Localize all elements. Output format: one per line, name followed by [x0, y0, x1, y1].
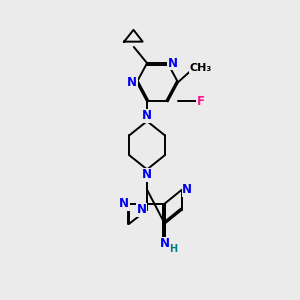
Text: N: N [142, 168, 152, 181]
Text: N: N [137, 203, 147, 216]
Text: N: N [119, 197, 129, 210]
Text: H: H [169, 244, 177, 254]
Text: N: N [167, 57, 177, 70]
Text: N: N [127, 76, 137, 89]
Text: N: N [160, 237, 170, 250]
Text: N: N [182, 183, 192, 196]
Text: F: F [197, 95, 205, 108]
Text: CH₃: CH₃ [190, 63, 212, 73]
Text: N: N [142, 109, 152, 122]
